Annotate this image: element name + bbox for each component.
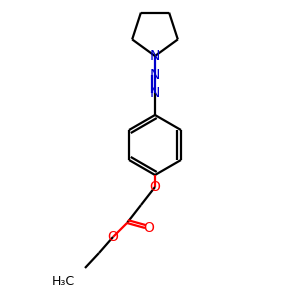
Text: O: O [150, 180, 160, 194]
Text: N: N [150, 86, 160, 100]
Text: O: O [144, 221, 154, 235]
Text: O: O [108, 230, 118, 244]
Text: N: N [150, 49, 160, 63]
Text: H₃C: H₃C [52, 275, 75, 288]
Text: N: N [150, 68, 160, 82]
